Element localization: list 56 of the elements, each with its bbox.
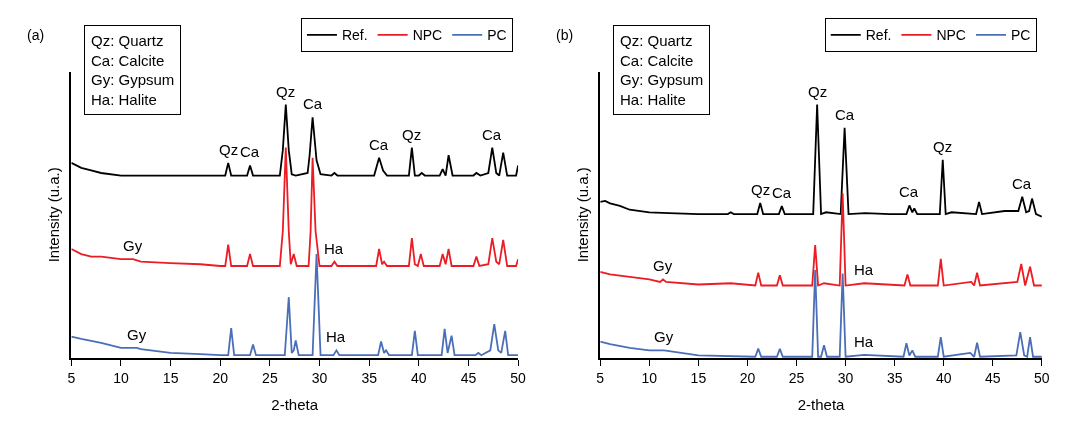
- x-tick-label: 15: [162, 369, 179, 386]
- x-tick-label: 50: [510, 369, 527, 386]
- legend-label: PC: [487, 27, 507, 44]
- x-tick-label: 40: [935, 369, 952, 386]
- annotation: Gy: [123, 237, 143, 254]
- x-tick-label: 5: [596, 369, 605, 386]
- legend-label: Ref.: [341, 27, 368, 44]
- annotation: Qz: [751, 181, 771, 198]
- annotation: Gy: [653, 257, 673, 274]
- x-tick-label: 35: [886, 369, 903, 386]
- annotation: Ca: [835, 106, 855, 123]
- annotation: Ca: [240, 143, 260, 160]
- annotation: Qz: [402, 126, 422, 143]
- chart-title: (a): [27, 27, 45, 43]
- x-tick-label: 10: [113, 369, 129, 386]
- x-tick-label: 10: [641, 369, 658, 386]
- annotation: Gy: [127, 326, 147, 343]
- annotation: Qz: [933, 138, 953, 155]
- y-axis-title: Intensity (u.a.): [574, 167, 592, 263]
- legend-label: NPC: [936, 27, 966, 44]
- x-tick-label: 30: [311, 369, 328, 386]
- x-tick-label: 25: [788, 369, 805, 386]
- x-tick-label: 5: [67, 369, 76, 386]
- annotation: Ca: [772, 184, 792, 201]
- x-axis-title: 2-theta: [271, 396, 319, 414]
- annotation: Gy: [654, 328, 674, 345]
- x-tick-label: 45: [460, 369, 477, 386]
- x-axis-title: 2-theta: [797, 396, 846, 414]
- x-tick-label: 35: [361, 369, 378, 386]
- annotation: Ha: [854, 261, 874, 278]
- y-axis-title: Intensity (u.a.): [45, 167, 63, 263]
- x-tick-label: 20: [212, 369, 229, 386]
- chart-title: (b): [556, 27, 574, 43]
- annotation: Ca: [482, 126, 502, 143]
- annotation: Qz: Quartz Ca: Calcite Gy: Gypsum Ha: Halite: [620, 32, 704, 108]
- x-tick-label: 40: [411, 369, 427, 386]
- legend-label: NPC: [412, 27, 443, 44]
- annotation: Ca: [899, 183, 919, 200]
- x-tick-label: 45: [985, 369, 1001, 386]
- annotation: Qz: [808, 83, 828, 100]
- annotation: Ha: [854, 333, 874, 350]
- x-tick-label: 50: [1034, 369, 1050, 386]
- x-tick-label: 15: [690, 369, 707, 386]
- annotation: Qz: [276, 83, 296, 100]
- annotation: Ha: [326, 328, 346, 345]
- legend-label: Ref.: [865, 27, 892, 44]
- annotation: Qz: [219, 141, 239, 158]
- annotation: Qz: Quartz Ca: Calcite Gy: Gypsum Ha: Halite: [91, 32, 175, 108]
- x-tick-label: 30: [837, 369, 854, 386]
- annotation: Ca: [303, 95, 323, 112]
- annotation: Ha: [324, 240, 344, 257]
- annotation: Ca: [1012, 175, 1032, 192]
- x-tick-label: 25: [262, 369, 278, 386]
- x-tick-label: 20: [739, 369, 756, 386]
- annotation: Ca: [369, 136, 389, 153]
- legend-label: PC: [1010, 27, 1031, 44]
